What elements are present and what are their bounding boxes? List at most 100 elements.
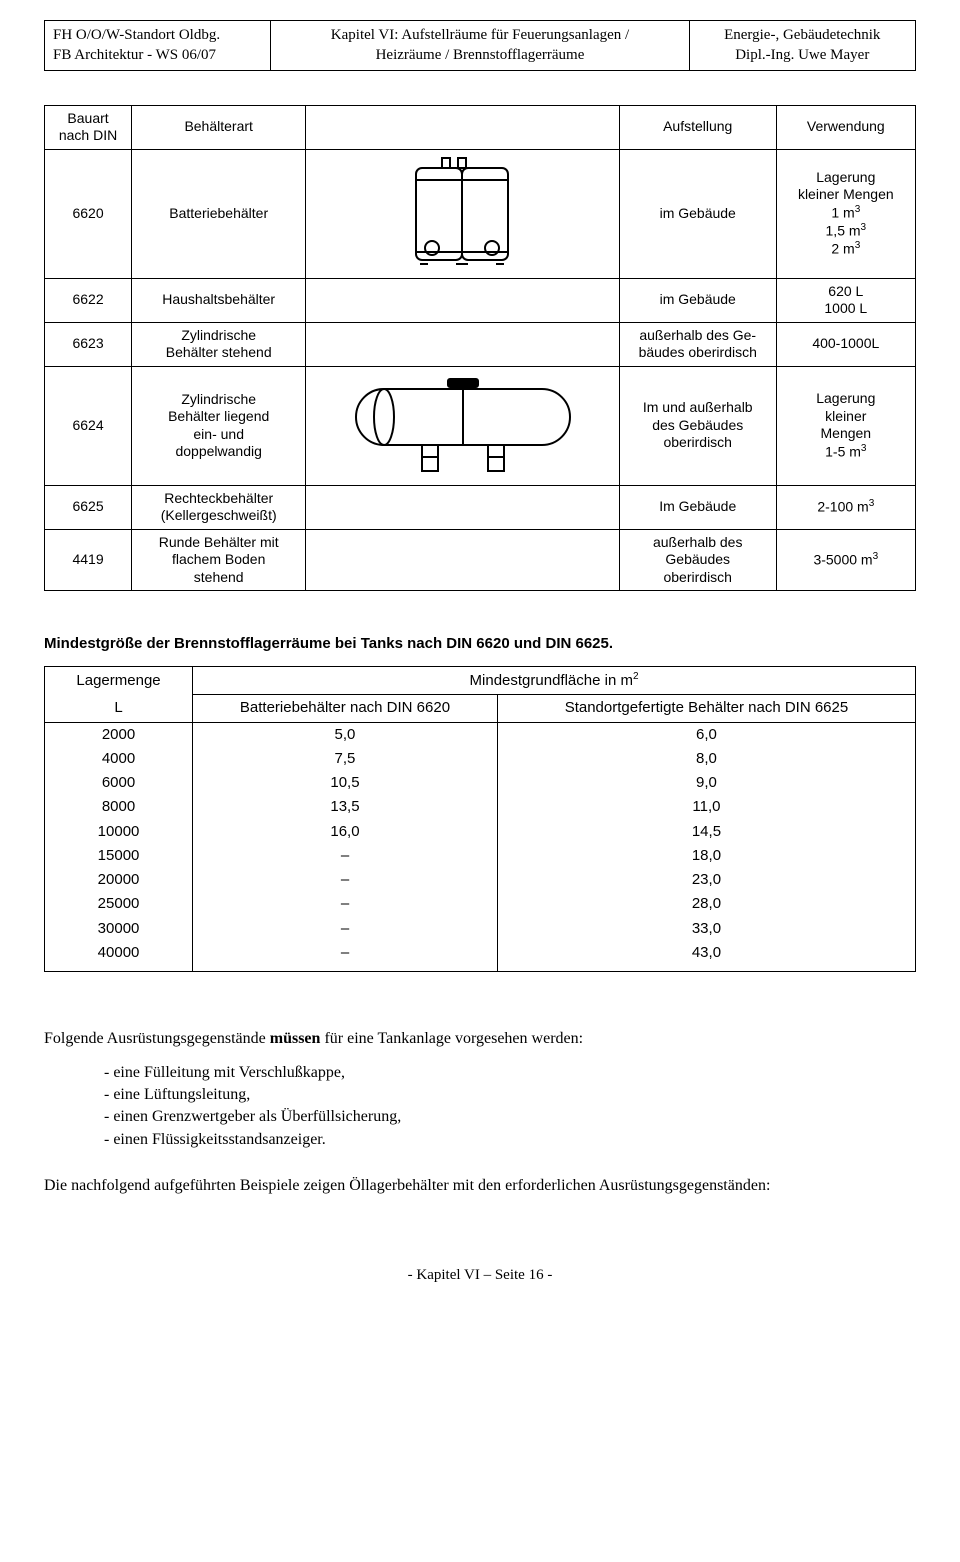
cell-l: 4000 bbox=[45, 747, 193, 771]
equipment-list: - eine Fülleitung mit Verschlußkappe, - … bbox=[104, 1062, 916, 1152]
cell-verw: 400-1000L bbox=[776, 322, 915, 366]
cell-m: – bbox=[193, 868, 498, 892]
cell-verw: 2-100 m3 bbox=[776, 485, 915, 529]
cell-din: 6623 bbox=[45, 322, 132, 366]
th-lagermenge: Lagermenge bbox=[45, 667, 193, 695]
cell-r: 43,0 bbox=[497, 941, 915, 972]
cell-image-battery bbox=[306, 149, 620, 278]
paragraph-equipment: Folgende Ausrüstungsgegenstände müssen f… bbox=[44, 1028, 916, 1050]
list-item: - einen Flüssigkeitsstandsanzeiger. bbox=[104, 1129, 916, 1151]
list-item: - eine Lüftungsleitung, bbox=[104, 1084, 916, 1106]
th-standort: Standortgefertigte Behälter nach DIN 662… bbox=[497, 695, 915, 722]
list-item: - eine Fülleitung mit Verschlußkappe, bbox=[104, 1062, 916, 1084]
header-mid-line2: Heizräume / Brennstofflagerräume bbox=[376, 47, 585, 63]
table-row: 40007,58,0 bbox=[45, 747, 916, 771]
cell-art: Batteriebehälter bbox=[132, 149, 306, 278]
cell-image-empty bbox=[306, 485, 620, 529]
cell-m: – bbox=[193, 917, 498, 941]
cylinder-tank-icon bbox=[348, 371, 578, 481]
cell-image-empty bbox=[306, 278, 620, 322]
cell-aufst: außerhalb des Ge-bäudes oberirdisch bbox=[619, 322, 776, 366]
header-right: Energie-, Gebäudetechnik Dipl.-Ing. Uwe … bbox=[689, 21, 915, 71]
header-left: FH O/O/W-Standort Oldbg. FB Architektur … bbox=[45, 21, 271, 71]
battery-tank-icon bbox=[398, 154, 528, 274]
table-row: 30000–33,0 bbox=[45, 917, 916, 941]
cell-m: – bbox=[193, 844, 498, 868]
cell-verw: 620 L1000 L bbox=[776, 278, 915, 322]
page-header: FH O/O/W-Standort Oldbg. FB Architektur … bbox=[44, 20, 916, 71]
cell-l: 8000 bbox=[45, 795, 193, 819]
list-item: - einen Grenzwertgeber als Überfüllsiche… bbox=[104, 1106, 916, 1128]
table-row: 25000–28,0 bbox=[45, 892, 916, 916]
para-bold: müssen bbox=[270, 1030, 321, 1047]
subtitle: Mindestgröße der Brennstofflagerräume be… bbox=[44, 635, 916, 652]
table-row: 20000–23,0 bbox=[45, 868, 916, 892]
cell-din: 6620 bbox=[45, 149, 132, 278]
th-l-unit: L bbox=[45, 695, 193, 722]
table-row: 6620 Batteriebehälter bbox=[45, 149, 916, 278]
cell-aufst: im Gebäude bbox=[619, 149, 776, 278]
cell-aufst: Im und außerhalbdes Gebäudesoberirdisch bbox=[619, 366, 776, 485]
th-batterie: Batteriebehälter nach DIN 6620 bbox=[193, 695, 498, 722]
cell-l: 40000 bbox=[45, 941, 193, 972]
cell-m: – bbox=[193, 941, 498, 972]
cell-din: 4419 bbox=[45, 529, 132, 591]
cell-m: 13,5 bbox=[193, 795, 498, 819]
cell-art: Rechteckbehälter(Kellergeschweißt) bbox=[132, 485, 306, 529]
header-right-line2: Dipl.-Ing. Uwe Mayer bbox=[735, 47, 869, 63]
header-left-line2: FB Architektur - WS 06/07 bbox=[53, 47, 216, 63]
cell-r: 6,0 bbox=[497, 722, 915, 747]
container-types-table: Bauart nach DIN Behälterart Aufstellung … bbox=[44, 105, 916, 592]
cell-l: 6000 bbox=[45, 771, 193, 795]
cell-aufst: Im Gebäude bbox=[619, 485, 776, 529]
cell-r: 33,0 bbox=[497, 917, 915, 941]
table-row: L Batteriebehälter nach DIN 6620 Standor… bbox=[45, 695, 916, 722]
th-behaelterart: Behälterart bbox=[132, 105, 306, 149]
cell-l: 10000 bbox=[45, 820, 193, 844]
cell-art: Runde Behälter mitflachem Bodenstehend bbox=[132, 529, 306, 591]
cell-l: 30000 bbox=[45, 917, 193, 941]
table-row: 40000–43,0 bbox=[45, 941, 916, 972]
cell-image-cylinder bbox=[306, 366, 620, 485]
table-row: 1000016,014,5 bbox=[45, 820, 916, 844]
cell-image-empty bbox=[306, 322, 620, 366]
cell-art: Haushaltsbehälter bbox=[132, 278, 306, 322]
cell-r: 11,0 bbox=[497, 795, 915, 819]
cell-din: 6625 bbox=[45, 485, 132, 529]
table-row: 6623 ZylindrischeBehälter stehend außerh… bbox=[45, 322, 916, 366]
cell-art: ZylindrischeBehälter liegendein- unddopp… bbox=[132, 366, 306, 485]
cell-r: 8,0 bbox=[497, 747, 915, 771]
table-row: 6622 Haushaltsbehälter im Gebäude 620 L1… bbox=[45, 278, 916, 322]
table-row: 15000–18,0 bbox=[45, 844, 916, 868]
th-mindestgrundflaeche: Mindestgrundfläche in m2 bbox=[193, 667, 916, 695]
cell-m: 16,0 bbox=[193, 820, 498, 844]
cell-art: ZylindrischeBehälter stehend bbox=[132, 322, 306, 366]
cell-m: 5,0 bbox=[193, 722, 498, 747]
table-row: Lagermenge Mindestgrundfläche in m2 bbox=[45, 667, 916, 695]
min-size-table: Lagermenge Mindestgrundfläche in m2 L Ba… bbox=[44, 666, 916, 972]
cell-l: 25000 bbox=[45, 892, 193, 916]
cell-din: 6622 bbox=[45, 278, 132, 322]
header-left-line1: FH O/O/W-Standort Oldbg. bbox=[53, 27, 220, 43]
th-image bbox=[306, 105, 620, 149]
table-row: 6625 Rechteckbehälter(Kellergeschweißt) … bbox=[45, 485, 916, 529]
cell-r: 28,0 bbox=[497, 892, 915, 916]
cell-l: 15000 bbox=[45, 844, 193, 868]
cell-l: 2000 bbox=[45, 722, 193, 747]
cell-r: 14,5 bbox=[497, 820, 915, 844]
table-row: 800013,511,0 bbox=[45, 795, 916, 819]
cell-m: 7,5 bbox=[193, 747, 498, 771]
para-text-b: für eine Tankanlage vorgesehen werden: bbox=[320, 1030, 583, 1047]
cell-verw: LagerungkleinerMengen1-5 m3 bbox=[776, 366, 915, 485]
table-row: 20005,06,0 bbox=[45, 722, 916, 747]
th-bauart: Bauart nach DIN bbox=[45, 105, 132, 149]
cell-m: – bbox=[193, 892, 498, 916]
para-text-a: Folgende Ausrüstungsgegenstände bbox=[44, 1030, 270, 1047]
table-header-row: Bauart nach DIN Behälterart Aufstellung … bbox=[45, 105, 916, 149]
page: FH O/O/W-Standort Oldbg. FB Architektur … bbox=[0, 0, 960, 1324]
cell-l: 20000 bbox=[45, 868, 193, 892]
cell-verw: 3-5000 m3 bbox=[776, 529, 915, 591]
cell-r: 18,0 bbox=[497, 844, 915, 868]
cell-r: 23,0 bbox=[497, 868, 915, 892]
cell-din: 6624 bbox=[45, 366, 132, 485]
